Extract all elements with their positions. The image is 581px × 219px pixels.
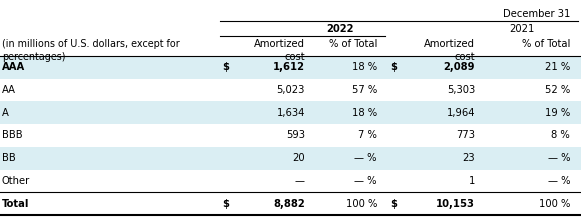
Text: 20: 20 (292, 153, 305, 163)
Text: 2021: 2021 (510, 24, 535, 34)
Text: 100 %: 100 % (539, 199, 570, 209)
Text: 8,882: 8,882 (273, 199, 305, 209)
Text: 8 %: 8 % (551, 131, 570, 141)
Text: Amortized
cost: Amortized cost (254, 39, 305, 62)
Text: A: A (2, 108, 9, 118)
Text: AA: AA (2, 85, 16, 95)
Text: 2,089: 2,089 (443, 62, 475, 72)
Text: $: $ (390, 62, 397, 72)
Text: 1,612: 1,612 (273, 62, 305, 72)
Text: BB: BB (2, 153, 16, 163)
Text: — %: — % (547, 153, 570, 163)
Text: 593: 593 (286, 131, 305, 141)
Text: 7 %: 7 % (358, 131, 377, 141)
Text: 23: 23 (462, 153, 475, 163)
Bar (0, 147, 581, 170)
Text: 773: 773 (456, 131, 475, 141)
Text: $: $ (222, 62, 229, 72)
Text: 5,303: 5,303 (447, 85, 475, 95)
Text: 18 %: 18 % (352, 108, 377, 118)
Text: $: $ (222, 199, 229, 209)
Text: % of Total: % of Total (522, 39, 570, 49)
Text: — %: — % (354, 153, 377, 163)
Text: 19 %: 19 % (545, 108, 570, 118)
Text: 1,634: 1,634 (277, 108, 305, 118)
Text: 57 %: 57 % (352, 85, 377, 95)
Text: % of Total: % of Total (329, 39, 377, 49)
Text: $: $ (390, 199, 397, 209)
Text: —: — (295, 176, 305, 186)
Text: 100 %: 100 % (346, 199, 377, 209)
Text: 2022: 2022 (327, 24, 354, 34)
Text: 5,023: 5,023 (277, 85, 305, 95)
Text: BBB: BBB (2, 131, 23, 141)
Text: Other: Other (2, 176, 30, 186)
Text: — %: — % (354, 176, 377, 186)
Text: — %: — % (547, 176, 570, 186)
Text: 1,964: 1,964 (447, 108, 475, 118)
Text: December 31: December 31 (503, 9, 570, 19)
Text: 1: 1 (469, 176, 475, 186)
Text: 52 %: 52 % (545, 85, 570, 95)
Text: 21 %: 21 % (545, 62, 570, 72)
Text: AAA: AAA (2, 62, 25, 72)
Text: Total: Total (2, 199, 30, 209)
Text: (in millions of U.S. dollars, except for
percentages): (in millions of U.S. dollars, except for… (2, 39, 180, 62)
Text: Amortized
cost: Amortized cost (424, 39, 475, 62)
Bar (0, 56, 581, 79)
Text: 10,153: 10,153 (436, 199, 475, 209)
Bar (0, 101, 581, 124)
Text: 18 %: 18 % (352, 62, 377, 72)
